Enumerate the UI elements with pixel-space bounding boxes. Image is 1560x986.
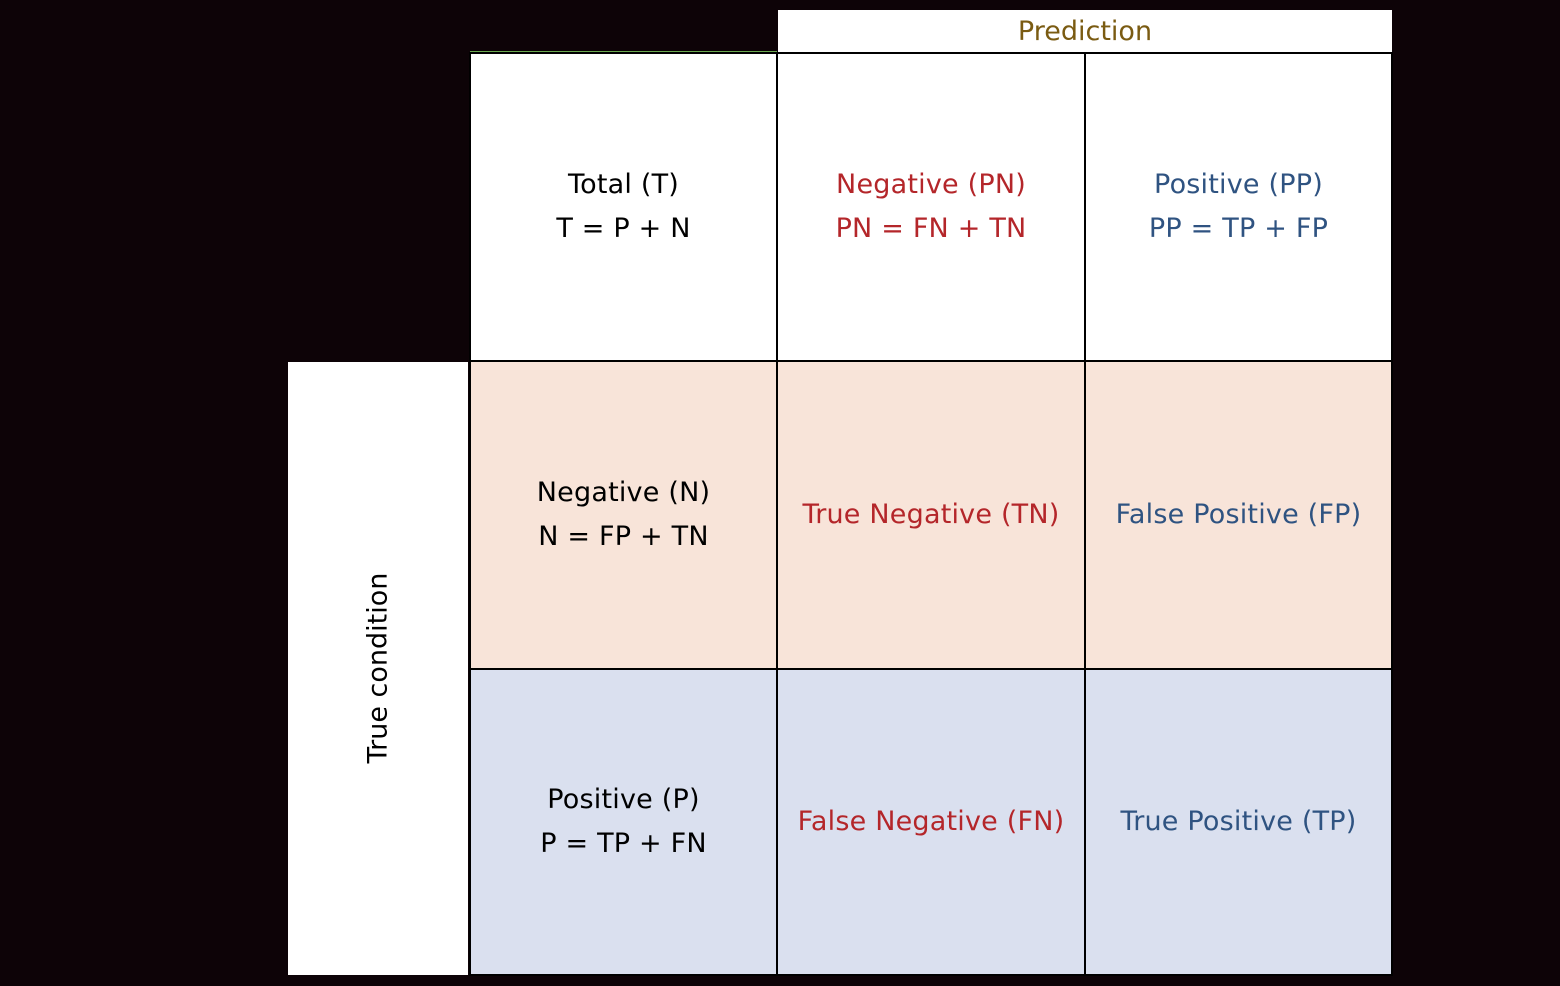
- true-negative-label: True Negative (TN): [802, 499, 1060, 530]
- actual-positive-cell: Positive (P) P = TP + FN: [469, 668, 778, 976]
- predicted-negative-cell: Negative (PN) PN = FN + TN: [776, 52, 1086, 362]
- false-positive-label: False Positive (FP): [1115, 499, 1362, 530]
- false-positive-cell: False Positive (FP): [1084, 360, 1393, 670]
- predicted-positive-formula: PP = TP + FP: [1148, 213, 1329, 244]
- predicted-positive-cell: Positive (PP) PP = TP + FP: [1084, 52, 1393, 362]
- true-condition-label: True condition: [362, 572, 394, 764]
- total-title: Total (T): [568, 169, 679, 200]
- actual-positive-formula: P = TP + FN: [540, 828, 707, 859]
- prediction-header-label: Prediction: [1017, 15, 1153, 47]
- actual-negative-formula: N = FP + TN: [538, 521, 709, 552]
- total-cell: Total (T) T = P + N: [469, 52, 778, 362]
- false-negative-cell: False Negative (FN): [776, 668, 1086, 976]
- false-negative-label: False Negative (FN): [797, 806, 1065, 837]
- prediction-header: Prediction: [778, 10, 1392, 52]
- predicted-negative-formula: PN = FN + TN: [835, 213, 1027, 244]
- true-condition-header: True condition: [288, 362, 468, 975]
- true-positive-label: True Positive (TP): [1120, 806, 1357, 837]
- total-formula: T = P + N: [556, 213, 691, 244]
- predicted-positive-title: Positive (PP): [1154, 169, 1323, 200]
- actual-negative-title: Negative (N): [536, 477, 711, 508]
- true-positive-cell: True Positive (TP): [1084, 668, 1393, 976]
- actual-positive-title: Positive (P): [547, 784, 700, 815]
- actual-negative-cell: Negative (N) N = FP + TN: [469, 360, 778, 670]
- true-negative-cell: True Negative (TN): [776, 360, 1086, 670]
- predicted-negative-title: Negative (PN): [836, 169, 1026, 200]
